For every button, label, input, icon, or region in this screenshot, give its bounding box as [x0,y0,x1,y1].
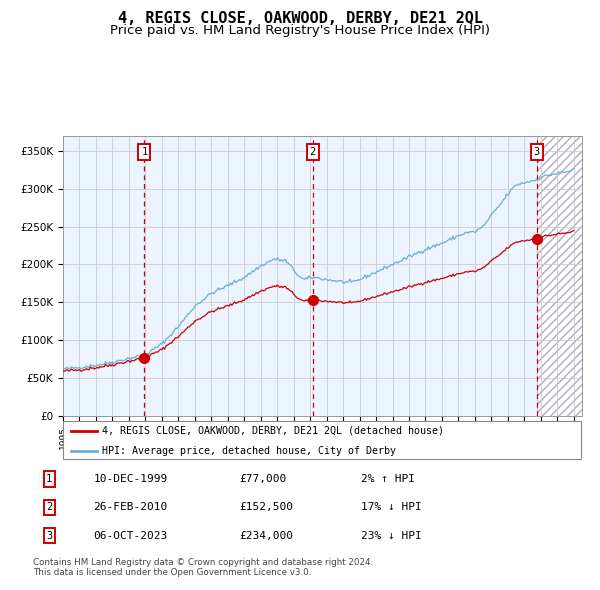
Bar [537,136,582,416]
Text: £234,000: £234,000 [240,531,294,540]
Text: 2: 2 [310,148,316,158]
Text: HPI: Average price, detached house, City of Derby: HPI: Average price, detached house, City… [102,447,396,457]
Text: Price paid vs. HM Land Registry's House Price Index (HPI): Price paid vs. HM Land Registry's House … [110,24,490,37]
Text: 1: 1 [46,474,52,484]
Text: £152,500: £152,500 [240,503,294,512]
Text: 26-FEB-2010: 26-FEB-2010 [94,503,168,512]
Text: 10-DEC-1999: 10-DEC-1999 [94,474,168,484]
Text: £77,000: £77,000 [240,474,287,484]
Text: 1: 1 [141,148,148,158]
Text: 17% ↓ HPI: 17% ↓ HPI [361,503,422,512]
Text: 4, REGIS CLOSE, OAKWOOD, DERBY, DE21 2QL (detached house): 4, REGIS CLOSE, OAKWOOD, DERBY, DE21 2QL… [102,426,444,436]
Text: 4, REGIS CLOSE, OAKWOOD, DERBY, DE21 2QL: 4, REGIS CLOSE, OAKWOOD, DERBY, DE21 2QL [118,11,482,25]
Text: 3: 3 [46,531,52,540]
Text: 23% ↓ HPI: 23% ↓ HPI [361,531,422,540]
Text: 2% ↑ HPI: 2% ↑ HPI [361,474,415,484]
FancyBboxPatch shape [63,421,581,460]
Bar [537,136,582,416]
Text: 2: 2 [46,503,52,512]
Text: Contains HM Land Registry data © Crown copyright and database right 2024.
This d: Contains HM Land Registry data © Crown c… [33,558,373,577]
Text: 3: 3 [534,148,540,158]
Text: 06-OCT-2023: 06-OCT-2023 [94,531,168,540]
Bar [63,136,537,416]
